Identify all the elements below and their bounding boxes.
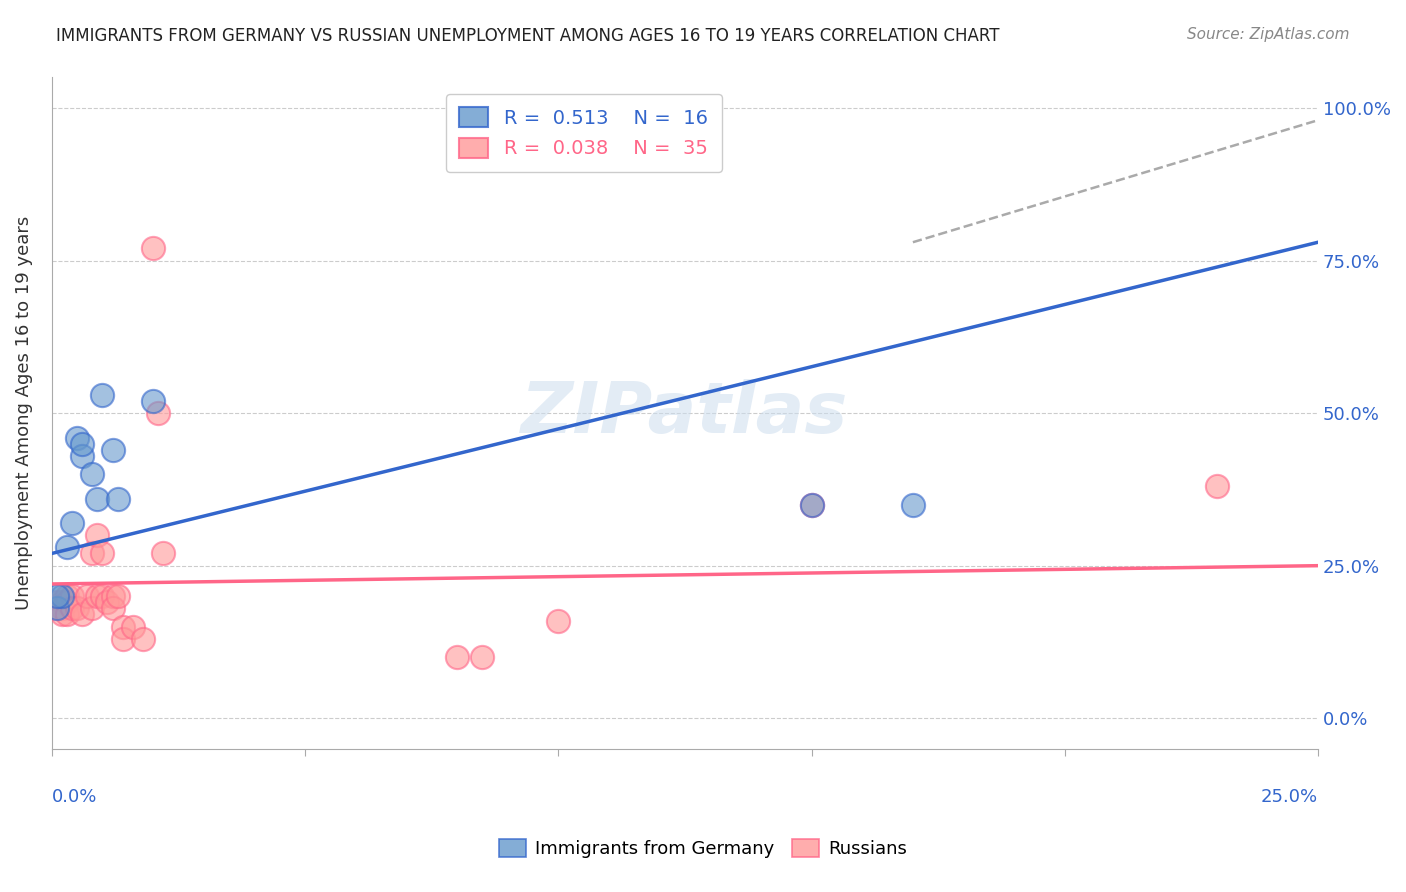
Point (800, 498, 823, 512)
Point (56, 607, 79, 622)
Point (107, 491, 129, 506)
Point (82, 546, 104, 560)
Point (152, 546, 174, 560)
Point (101, 601, 124, 615)
Text: 25.0%: 25.0% (1261, 788, 1319, 805)
Point (76, 589, 98, 603)
Point (70, 607, 93, 622)
Point (60, 516, 83, 530)
Point (51, 589, 73, 603)
Point (86, 589, 108, 603)
Legend: R =  0.513    N =  16, R =  0.038    N =  35: R = 0.513 N = 16, R = 0.038 N = 35 (446, 94, 721, 172)
Point (96, 595, 118, 609)
Point (56, 541, 79, 555)
Point (142, 393, 165, 408)
Point (901, 498, 924, 512)
Point (51, 595, 73, 609)
Point (91, 388, 114, 402)
Point (471, 650, 494, 665)
Point (91, 546, 114, 560)
Point (101, 589, 124, 603)
Point (45, 601, 67, 615)
Point (82, 467, 104, 482)
Point (86, 491, 108, 506)
Point (56, 595, 79, 609)
Point (800, 498, 823, 512)
Point (142, 241, 165, 255)
Point (107, 589, 129, 603)
Point (111, 620, 134, 634)
Point (51, 607, 73, 622)
Point (101, 442, 124, 457)
Point (82, 601, 104, 615)
Point (446, 650, 468, 665)
Text: ZIPatlas: ZIPatlas (522, 378, 849, 448)
Point (66, 601, 89, 615)
Text: Source: ZipAtlas.com: Source: ZipAtlas.com (1187, 27, 1350, 42)
Text: 0.0%: 0.0% (52, 788, 97, 805)
Point (45, 595, 67, 609)
Point (121, 620, 143, 634)
Point (91, 589, 114, 603)
Point (60, 601, 83, 615)
Point (111, 632, 134, 646)
Point (146, 406, 169, 420)
Point (56, 589, 79, 603)
Point (70, 449, 93, 463)
Point (132, 632, 155, 646)
Point (70, 436, 93, 450)
Point (60, 589, 83, 603)
Point (51, 601, 73, 615)
Legend: Immigrants from Germany, Russians: Immigrants from Germany, Russians (492, 831, 914, 865)
Point (86, 528, 108, 542)
Point (66, 430, 89, 444)
Point (45, 589, 67, 603)
Text: IMMIGRANTS FROM GERMANY VS RUSSIAN UNEMPLOYMENT AMONG AGES 16 TO 19 YEARS CORREL: IMMIGRANTS FROM GERMANY VS RUSSIAN UNEMP… (56, 27, 1000, 45)
Point (1205, 479, 1227, 493)
Point (547, 614, 569, 628)
Y-axis label: Unemployment Among Ages 16 to 19 years: Unemployment Among Ages 16 to 19 years (15, 216, 32, 610)
Point (45, 601, 67, 615)
